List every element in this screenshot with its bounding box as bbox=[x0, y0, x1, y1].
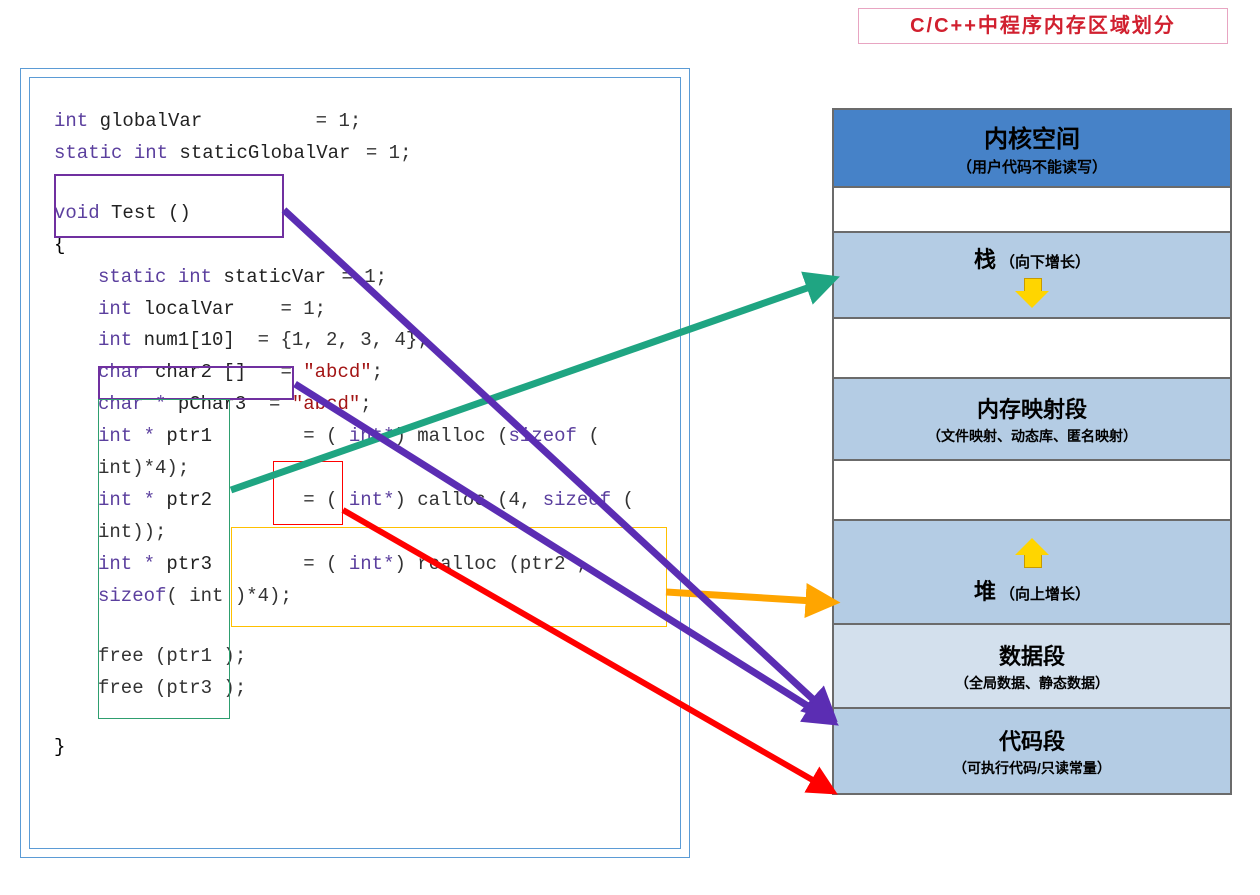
memory-layout: 内核空间（用户代码不能读写） 栈（向下增长） 内存映射段（文件映射、动态库、匿名映射… bbox=[832, 108, 1232, 795]
code-brace-open: { bbox=[54, 230, 656, 262]
ident: localVar bbox=[132, 298, 235, 320]
ident: ptr1 bbox=[155, 425, 212, 447]
code-line-pchar3: char * pChar3 = "abcd"; bbox=[98, 389, 656, 421]
code-line-free1: free (ptr1 ); bbox=[98, 641, 656, 673]
memory-row-6: 堆（向上增长） bbox=[834, 521, 1230, 625]
assign: = 1; bbox=[330, 266, 387, 288]
kw: int * bbox=[98, 553, 155, 575]
sizeof: sizeof bbox=[509, 425, 577, 447]
kw-int: int bbox=[54, 110, 88, 132]
str: "abcd" bbox=[292, 393, 360, 415]
mem-title: 数据段 bbox=[999, 639, 1065, 671]
eq: = bbox=[246, 393, 292, 415]
code-line-localvar: int localVar = 1; bbox=[98, 294, 656, 326]
code-line-staticvar: static int staticVar = 1; bbox=[98, 262, 656, 294]
fn-name: Test () bbox=[100, 202, 191, 224]
memory-row-4: 内存映射段（文件映射、动态库、匿名映射） bbox=[834, 379, 1230, 461]
mem-title: 栈 bbox=[974, 242, 996, 274]
mem-title: 堆 bbox=[974, 574, 996, 606]
code-line-fn: void Test () bbox=[54, 198, 656, 230]
eq: = ( bbox=[212, 553, 349, 575]
heap-arrow bbox=[666, 592, 830, 602]
ident: pChar3 bbox=[166, 393, 246, 415]
kw: int bbox=[98, 329, 132, 351]
kw-static-int: static int bbox=[54, 142, 168, 164]
sizeof: sizeof bbox=[543, 489, 611, 511]
code-panel-outer: int globalVar = 1; static int staticGlob… bbox=[20, 68, 690, 858]
kw: int * bbox=[98, 489, 155, 511]
assign: = 1; bbox=[304, 110, 361, 132]
memory-row-3 bbox=[834, 319, 1230, 379]
kw: char * bbox=[98, 393, 166, 415]
ident: char2 [] bbox=[144, 361, 247, 383]
diagram-title: C/C++中程序内存区域划分 bbox=[858, 8, 1228, 44]
code-panel: int globalVar = 1; static int staticGlob… bbox=[29, 77, 681, 849]
memory-row-1 bbox=[834, 188, 1230, 233]
mem-side: （向下增长） bbox=[1000, 251, 1090, 272]
eq: = ( bbox=[212, 425, 349, 447]
ident: ptr2 bbox=[155, 489, 212, 511]
mem-sub: （可执行代码/只读常量） bbox=[953, 758, 1111, 778]
code-line-ptr2: int * ptr2 = ( int*) calloc (4, sizeof (… bbox=[98, 485, 656, 549]
memory-row-5 bbox=[834, 461, 1230, 521]
ident: ptr3 bbox=[155, 553, 212, 575]
memory-row-8: 代码段（可执行代码/只读常量） bbox=[834, 709, 1230, 793]
sizeof: sizeof bbox=[98, 585, 166, 607]
assign: = 1; bbox=[235, 298, 326, 320]
assign: = 1; bbox=[354, 142, 411, 164]
kw: int bbox=[98, 298, 132, 320]
call: ) realloc (ptr2 , bbox=[394, 553, 588, 575]
eq: = ( bbox=[212, 489, 349, 511]
mem-side: （向上增长） bbox=[1000, 583, 1090, 604]
code-line-ptr3: int * ptr3 = ( int*) realloc (ptr2 , siz… bbox=[98, 549, 656, 613]
cast: int* bbox=[349, 425, 395, 447]
code-line-char2: char char2 [] = "abcd"; bbox=[98, 357, 656, 389]
cast: int* bbox=[349, 489, 395, 511]
mem-sub: （文件映射、动态库、匿名映射） bbox=[927, 426, 1137, 446]
mem-title: 代码段 bbox=[999, 724, 1065, 756]
mem-title: 内核空间 bbox=[984, 119, 1080, 154]
code-line-free2: free (ptr3 ); bbox=[98, 673, 656, 705]
code-line-num1: int num1[10] = {1, 2, 3, 4}; bbox=[98, 325, 656, 357]
grow-arrow-down-icon bbox=[1015, 278, 1049, 308]
kw: static int bbox=[98, 266, 212, 288]
mem-sub: （全局数据、静态数据） bbox=[955, 673, 1109, 693]
memory-row-0: 内核空间（用户代码不能读写） bbox=[834, 110, 1230, 188]
code-line-globalvar: int globalVar = 1; bbox=[54, 106, 656, 138]
ident: num1[10] bbox=[132, 329, 235, 351]
assign: = {1, 2, 3, 4}; bbox=[235, 329, 429, 351]
rest: ( int )*4); bbox=[166, 585, 291, 607]
code-line-staticglobal: static int staticGlobalVar = 1; bbox=[54, 138, 656, 170]
memory-row-7: 数据段（全局数据、静态数据） bbox=[834, 625, 1230, 709]
ident: staticGlobalVar bbox=[168, 142, 350, 164]
kw: int * bbox=[98, 425, 155, 447]
eq: = bbox=[246, 361, 303, 383]
code-line-ptr1: int * ptr1 = ( int*) malloc (sizeof ( in… bbox=[98, 421, 656, 485]
semi: ; bbox=[372, 361, 383, 383]
cast: int* bbox=[349, 553, 395, 575]
code-brace-close: } bbox=[54, 732, 656, 764]
grow-arrow-up-icon bbox=[1015, 538, 1049, 568]
semi: ; bbox=[360, 393, 371, 415]
kw: char bbox=[98, 361, 144, 383]
kw-void: void bbox=[54, 202, 100, 224]
memory-row-2: 栈（向下增长） bbox=[834, 233, 1230, 319]
mem-title: 内存映射段 bbox=[977, 392, 1087, 424]
call: ) calloc (4, bbox=[394, 489, 542, 511]
ident: staticVar bbox=[212, 266, 326, 288]
ident: globalVar bbox=[88, 110, 202, 132]
call: ) malloc ( bbox=[394, 425, 508, 447]
str: "abcd" bbox=[303, 361, 371, 383]
mem-sub: （用户代码不能读写） bbox=[957, 156, 1107, 177]
